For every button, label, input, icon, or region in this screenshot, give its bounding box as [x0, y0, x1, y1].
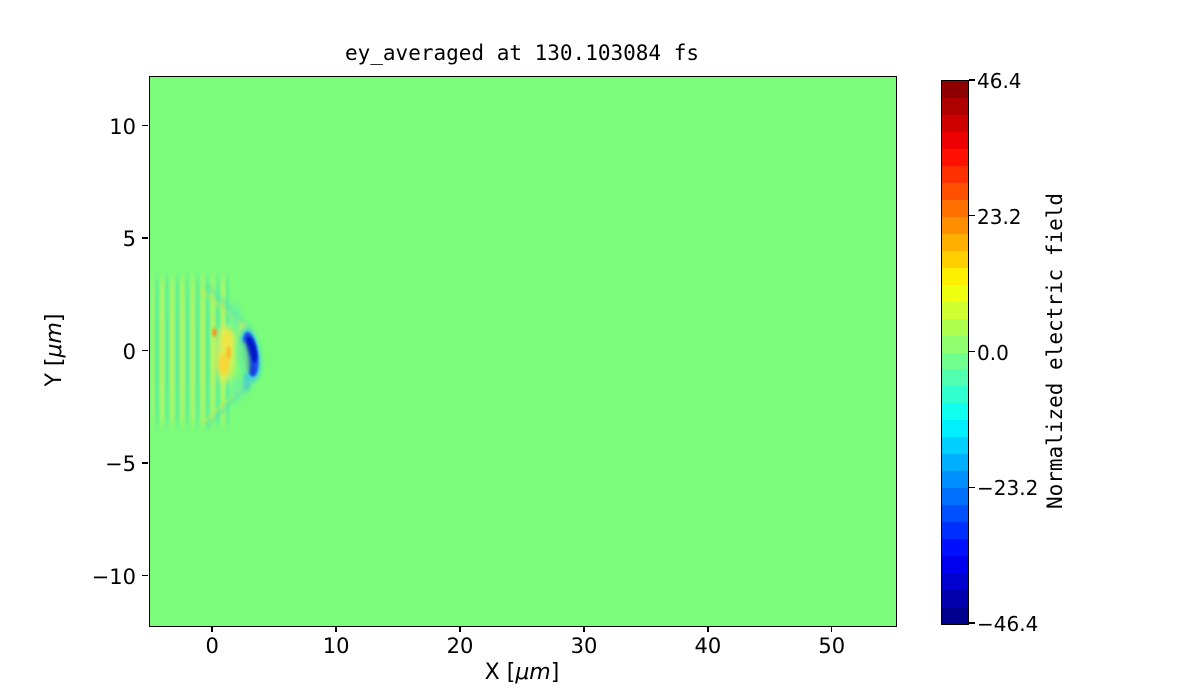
y-tick-label: 5 [122, 227, 136, 251]
x-tick-label: 40 [694, 634, 722, 658]
colorbar-segment [942, 522, 968, 540]
x-tick-label: 0 [205, 634, 219, 658]
x-tick-mark [335, 626, 337, 632]
colorbar-segment [942, 335, 968, 354]
y-tick-mark [142, 574, 148, 577]
colorbar-segment [942, 403, 968, 421]
colorbar-segment [942, 471, 968, 489]
colorbar-segment [942, 199, 968, 218]
colorbar-segment [942, 114, 968, 133]
colorbar-label: Normalized electric field [1043, 192, 1067, 510]
colorbar-segment [942, 420, 968, 438]
x-tick-mark [583, 626, 585, 632]
plot-title: ey_averaged at 130.103084 fs [344, 41, 699, 65]
colorbar-segment [942, 590, 968, 608]
y-tick-mark [142, 462, 148, 464]
colorbar-segment [942, 505, 968, 523]
x-tick-mark [459, 626, 461, 632]
colorbar-segment [942, 97, 968, 116]
x-tick-mark [707, 626, 709, 632]
y-tick-label: −10 [91, 564, 136, 589]
colorbar-segment [942, 233, 968, 252]
colorbar-segment [942, 284, 968, 303]
y-axis-label: Y [μm] [41, 250, 69, 450]
colorbar-tick-mark [969, 79, 975, 81]
colorbar-segment [942, 216, 968, 235]
colorbar-segment [942, 539, 968, 557]
colorbar-tick-mark [969, 622, 975, 624]
y-tick-mark [142, 349, 148, 352]
colorbar-tick-label: 46.4 [977, 69, 1022, 93]
y-axis-label-unit: μm [42, 322, 67, 358]
colorbar-segment [942, 607, 968, 624]
colorbar-segment [942, 369, 968, 388]
colorbar-tick-label: 23.2 [977, 204, 1022, 229]
x-axis-label-post: ] [550, 660, 560, 685]
colorbar-segment [942, 573, 968, 591]
x-tick-label: 10 [322, 634, 350, 658]
x-axis-label-pre: X [ [484, 660, 516, 685]
colorbar-tick-mark [969, 486, 975, 488]
colorbar [941, 80, 969, 625]
y-tick-mark [142, 124, 148, 127]
x-tick-label: 30 [570, 634, 598, 658]
colorbar-segment [942, 301, 968, 320]
x-tick-label: 50 [818, 634, 846, 658]
colorbar-segment [942, 437, 968, 455]
y-tick-label: −5 [105, 452, 136, 476]
colorbar-segment [942, 454, 968, 472]
colorbar-segment [942, 556, 968, 574]
colorbar-tick-label: −23.2 [977, 476, 1039, 501]
y-axis-label-post: ] [42, 313, 67, 323]
colorbar-segment [942, 250, 968, 269]
x-tick-label: 20 [446, 634, 474, 658]
colorbar-tick-mark [969, 350, 975, 353]
colorbar-segment [942, 318, 968, 337]
colorbar-segment [942, 352, 968, 371]
y-tick-label: 0 [122, 339, 136, 364]
colorbar-segment [942, 267, 968, 286]
colorbar-segment [942, 148, 968, 167]
y-axis-label-pre: Y [ [42, 357, 67, 387]
x-axis-label: X [μm] [149, 662, 895, 684]
colorbar-tick-label: 0.0 [977, 340, 1009, 365]
colorbar-segment [942, 182, 968, 201]
colorbar-segment [942, 488, 968, 506]
plot-area [149, 76, 897, 627]
colorbar-tick-label: −46.4 [977, 612, 1039, 636]
colorbar-segment [942, 165, 968, 184]
x-tick-mark [211, 626, 213, 632]
field-heatmap [151, 269, 261, 433]
y-tick-mark [142, 237, 148, 239]
colorbar-segment [942, 386, 968, 404]
colorbar-tick-mark [969, 215, 975, 217]
colorbar-segment [942, 131, 968, 150]
x-axis-label-unit: μm [515, 660, 551, 685]
x-tick-mark [831, 626, 833, 632]
colorbar-segment [942, 81, 968, 99]
y-tick-label: 10 [109, 114, 136, 139]
